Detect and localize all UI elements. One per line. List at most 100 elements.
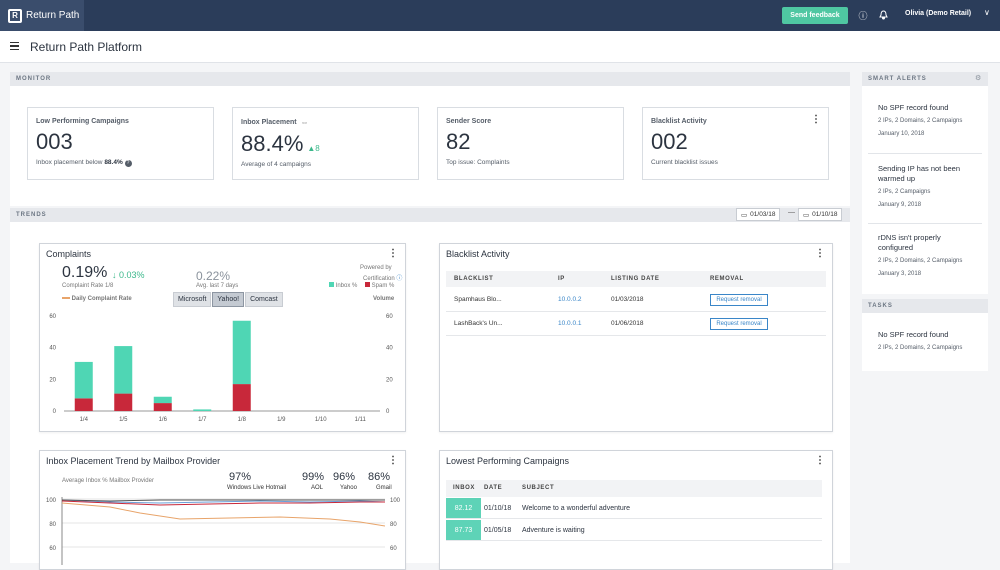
date-to-value: 01/10/18 [812,211,838,218]
bar-spam [153,403,172,411]
inbox-legend: Inbox % [329,282,357,289]
kpi-title: Low Performing Campaigns [36,118,129,125]
table-row: LashBack's Un... 10.0.0.1 01/06/2018 Req… [446,312,826,336]
provider-pct-yahoo: 96% [333,471,356,483]
kpi-inbox-placement[interactable]: Inbox Placement ⇔ 88.4% ▲8 Average of 4 ca… [232,107,419,180]
top-bar: R Return Path Send feedback ⓘ Olivia (De… [0,0,1000,31]
campaign-date: 01/10/18 [484,504,512,512]
hamburger-menu-icon[interactable] [10,42,19,50]
y-tick: 40 [49,346,56,352]
kebab-menu-icon[interactable]: ⋮ [388,455,398,466]
table-row[interactable]: 82.12 01/10/18 Welcome to a wonderful ad… [446,498,822,519]
x-tick: 1/11 [355,417,367,423]
kpi-value: 003 [36,129,73,154]
complaint-rate-delta: ↓ 0.03% [112,270,145,280]
date-from-picker[interactable]: ▭ 01/03/18 [736,208,781,221]
chevron-down-icon[interactable]: ∨ [984,8,990,17]
x-tick: 1/10 [315,417,327,423]
complaint-rate-label: Complaint Rate 1/8 [62,283,114,289]
kpi-delta: ▲8 [307,144,320,153]
task-item[interactable]: No SPF record found 2 IPs, 2 Domains, 2 … [878,330,988,351]
request-removal-button[interactable]: Request removal [710,318,768,330]
tasks-header: TASKS [862,299,988,313]
send-feedback-button[interactable]: Send feedback [782,7,848,24]
bar-inbox [153,396,172,404]
kpi-sender-score[interactable]: Sender Score 82 Top issue: Complaints [437,107,624,180]
logo[interactable]: R Return Path [0,0,84,31]
x-tick: 1/4 [80,417,89,423]
daily-rate-swatch [62,297,70,300]
bar-inbox [193,409,212,411]
bell-icon[interactable] [877,9,889,21]
alert-item[interactable]: rDNS isn't properly configured 2 IPs, 2 … [878,233,968,277]
tab-yahoo[interactable]: Yahoo! [212,292,245,307]
kpi-title: Sender Score [446,118,492,125]
provider-name-yahoo: Yahoo [340,485,357,491]
y-tick: 0 [53,409,57,415]
volume-label: Volume [373,296,395,302]
bar-inbox [114,346,133,394]
inbox-trend-subtitle: Average Inbox % Mailbox Provider [62,478,154,484]
spam-legend: Spam % [365,282,394,289]
tab-microsoft[interactable]: Microsoft [173,292,212,307]
inbox-trend-chart: 100 80 60 100 80 60 [46,497,401,565]
listing-date: 01/03/2018 [611,296,644,303]
request-removal-button[interactable]: Request removal [710,294,768,306]
card-title: Inbox Placement Trend by Mailbox Provide… [46,456,221,466]
bar-spam [74,398,93,411]
y-tick: 100 [46,498,57,504]
divider [868,153,982,154]
trends-section-header: TRENDS [10,208,850,222]
kebab-menu-icon[interactable]: ⋮ [815,248,825,259]
kpi-value: 82 [446,129,471,154]
provider-pct-hotmail: 97% [228,471,252,483]
tasks-panel [862,313,988,371]
settings-icon[interactable]: ⚙ [975,75,982,82]
task-title: No SPF record found [878,330,949,339]
kebab-menu-icon[interactable]: ⋮ [388,248,398,259]
complaints-card: Complaints ⋮ 0.19% ↓ 0.03% Complaint Rat… [39,243,406,432]
kpi-sub-value: 88.4% [104,159,123,166]
series-line-yahoo [61,500,385,506]
inbox-legend-swatch [329,282,334,287]
card-title: Blacklist Activity [446,249,510,259]
alert-item[interactable]: Sending IP has not been warmed up 2 IPs,… [878,164,978,208]
col-date: DATE [484,485,503,491]
date-to-picker[interactable]: ▭ 01/10/18 [798,208,843,221]
col-removal: REMOVAL [710,276,744,282]
ip-link[interactable]: 10.0.0.2 [558,296,582,303]
user-menu[interactable]: Olivia (Demo Retail) [905,10,972,17]
spam-legend-swatch [365,282,370,287]
card-title: Complaints [46,249,92,259]
table-row[interactable]: 87.73 01/05/18 Adventure is waiting [446,520,822,541]
calendar-icon: ▭ [741,211,748,219]
kpi-blacklist-activity[interactable]: Blacklist Activity ⋮ 002 Current blackli… [642,107,829,180]
info-icon[interactable]: ⓘ [858,10,868,21]
y2-tick: 60 [386,314,393,320]
col-ip: IP [558,276,565,282]
alert-item[interactable]: No SPF record found 2 IPs, 2 Domains, 2 … [878,103,988,137]
y2-tick: 100 [390,498,401,504]
date-from-value: 01/03/18 [750,211,776,218]
bar-spam [114,393,133,411]
tab-comcast[interactable]: Comcast [245,292,283,307]
page-header: Return Path Platform [0,31,1000,63]
ip-link[interactable]: 10.0.0.1 [558,320,582,327]
provider-name-aol: AOL [311,485,324,491]
alert-date: January 10, 2018 [878,131,925,137]
daily-rate-legend: Daily Complaint Rate [62,296,132,302]
table-row: Spamhaus Blo... 10.0.0.2 01/03/2018 Requ… [446,288,826,312]
kpi-low-performing[interactable]: Low Performing Campaigns 003 Inbox place… [27,107,214,180]
series-line-gmail [61,502,386,527]
col-blacklist: BLACKLIST [454,276,494,282]
blacklist-table-header: BLACKLIST IP LISTING DATE REMOVAL [446,271,826,287]
kebab-menu-icon[interactable]: ⋮ [811,114,821,125]
help-icon[interactable]: ? [124,160,132,167]
card-title: Lowest Performing Campaigns [446,456,570,466]
inbox-value: 82.12 [446,498,481,518]
y2-tick: 20 [386,377,393,383]
series-line-aol [61,499,385,502]
kebab-menu-icon[interactable]: ⋮ [815,455,825,466]
bar-spam [232,384,251,411]
col-inbox: INBOX [453,485,476,491]
